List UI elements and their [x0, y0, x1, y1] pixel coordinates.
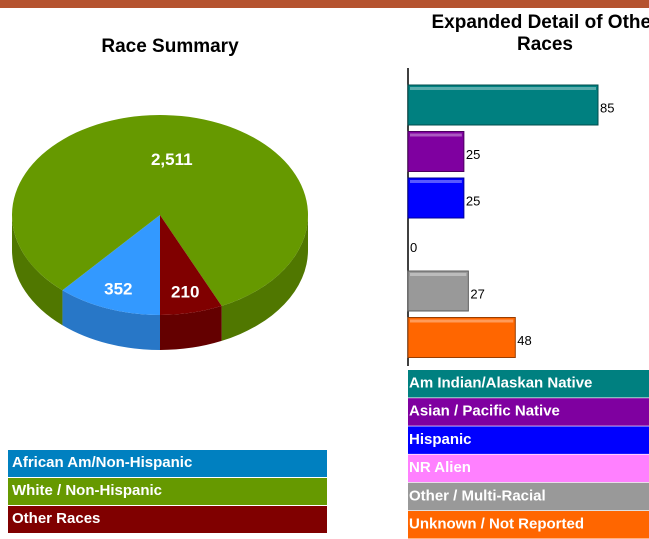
bar-value-label: 0	[410, 240, 417, 255]
legend-swatch	[8, 450, 327, 477]
pie-title: Race Summary	[101, 36, 239, 57]
pie-slice	[160, 215, 222, 315]
bar-highlight	[410, 319, 514, 323]
bar-value-label: 25	[466, 147, 480, 162]
legend-label: Other Races	[12, 510, 100, 527]
legend-swatch	[408, 370, 649, 398]
bar-value-label: 25	[466, 193, 480, 208]
bar	[407, 317, 516, 358]
pie-side	[62, 290, 161, 350]
pie-slice	[62, 215, 161, 315]
legend-label: NR Alien	[409, 459, 471, 476]
legend-label: African Am/Non-Hispanic	[12, 454, 192, 471]
legend-label: Other / Multi-Racial	[409, 487, 546, 504]
legend-swatch	[8, 478, 327, 505]
bar	[407, 177, 465, 219]
pie-value-label: 210	[171, 283, 199, 302]
legend-swatch	[408, 511, 649, 539]
bar	[407, 270, 469, 312]
bar-highlight	[410, 133, 462, 137]
top-bar	[0, 0, 649, 8]
bar-title: Expanded Detail of Other Races	[431, 12, 649, 55]
legend-swatch	[408, 426, 649, 454]
pie-value-label: 2,511	[151, 150, 193, 169]
pie-slice	[11, 114, 308, 306]
pie-side	[160, 305, 222, 350]
bar	[407, 84, 599, 126]
bar-value-label: 48	[517, 333, 531, 348]
bar	[407, 131, 465, 172]
legend-label: Hispanic	[409, 431, 472, 448]
legend-swatch	[408, 398, 649, 426]
legend-swatch	[408, 482, 649, 511]
legend-label: Unknown / Not Reported	[409, 515, 584, 532]
pie-side	[221, 215, 308, 341]
bar-value-label: 27	[470, 286, 484, 301]
bar-title-box: Expanded Detail of Other Races	[431, 12, 649, 55]
bar-highlight	[410, 180, 462, 183]
pie-side	[12, 215, 63, 326]
legend-label: Asian / Pacific Native	[409, 403, 560, 420]
legend-label: White / Non-Hispanic	[12, 482, 162, 499]
bar-highlight	[410, 87, 596, 90]
legend-swatch	[408, 454, 649, 483]
bar-value-label: 85	[600, 100, 614, 115]
legend-swatch	[8, 506, 327, 533]
pie-value-label: 352	[104, 279, 132, 298]
bar-highlight	[410, 273, 467, 276]
legend-label: Am Indian/Alaskan Native	[409, 374, 592, 391]
